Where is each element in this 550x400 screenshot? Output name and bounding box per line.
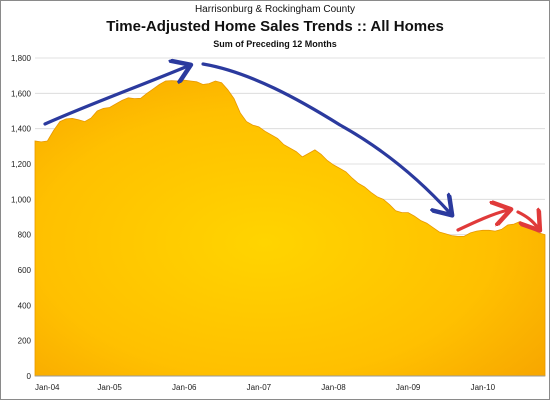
trend-arrows xyxy=(43,62,538,232)
x-tick-label: Jan-09 xyxy=(396,383,421,392)
y-tick-label: 1,400 xyxy=(11,125,32,134)
red-arrow-down xyxy=(516,212,538,228)
y-tick-label: 1,600 xyxy=(11,89,32,98)
chart-title: Time-Adjusted Home Sales Trends :: All H… xyxy=(106,18,444,35)
x-tick-label: Jan-04 xyxy=(35,383,60,392)
y-tick-label: 200 xyxy=(18,337,32,346)
x-tick-label: Jan-10 xyxy=(471,383,496,392)
y-tick-label: 400 xyxy=(18,301,32,310)
y-tick-label: 800 xyxy=(18,231,32,240)
chart-supertitle: Harrisonburg & Rockingham County xyxy=(194,4,356,15)
x-tick-label: Jan-06 xyxy=(172,383,197,392)
chart-subtitle: Sum of Preceding 12 Months xyxy=(213,39,337,49)
y-tick-label: 0 xyxy=(27,372,32,381)
x-axis-ticks: Jan-04 Jan-05 Jan-06 Jan-07 Jan-08 Jan-09 Jan-… xyxy=(35,383,496,392)
sales-area-series xyxy=(34,79,546,377)
blue-arrow-down xyxy=(201,62,450,213)
red-arrow-up xyxy=(456,210,508,232)
x-tick-label: Jan-07 xyxy=(247,383,272,392)
y-tick-label: 1,800 xyxy=(11,54,32,63)
x-tick-label: Jan-05 xyxy=(97,383,122,392)
y-axis-ticks: 0 200 400 600 800 1,000 1,200 1,400 1,600 1,800 xyxy=(11,54,32,381)
y-tick-label: 1,000 xyxy=(11,195,32,204)
blue-arrow-up xyxy=(43,66,188,126)
x-tick-label: Jan-08 xyxy=(321,383,346,392)
y-tick-label: 1,200 xyxy=(11,160,32,169)
y-tick-label: 600 xyxy=(18,266,32,275)
